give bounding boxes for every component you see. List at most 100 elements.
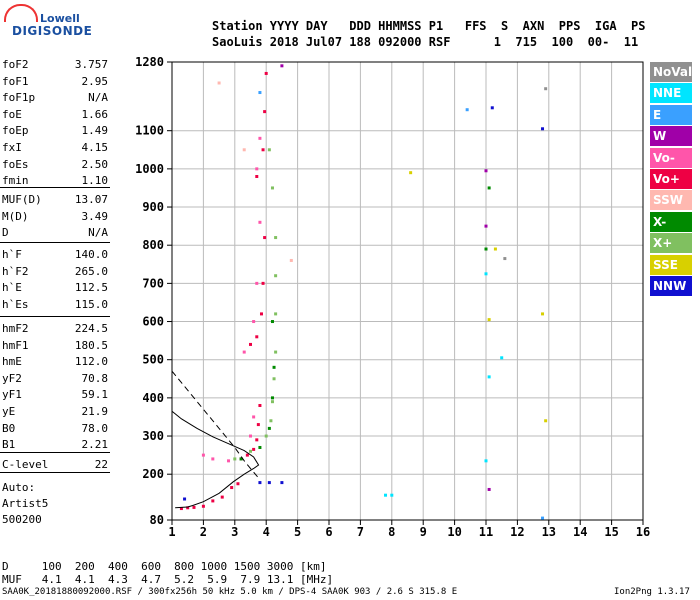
param-label: fxI bbox=[2, 141, 22, 154]
plot-frame bbox=[171, 61, 644, 521]
data-point-vo- bbox=[261, 148, 265, 152]
data-point-vo- bbox=[192, 505, 196, 509]
header-line1: Station YYYY DAY DDD HHMMSS P1 FFS S AXN… bbox=[212, 19, 646, 33]
param-label: yF1 bbox=[2, 388, 22, 402]
data-point-vo- bbox=[256, 423, 260, 427]
data-point-sse bbox=[409, 171, 413, 175]
data-point-w bbox=[280, 64, 284, 68]
legend-item-x-: X+ bbox=[650, 233, 692, 254]
param-row-h-e: h`E 112.5 bbox=[2, 281, 108, 294]
param-value: 22 bbox=[94, 458, 108, 471]
data-point-vo- bbox=[258, 220, 262, 224]
auto-note: Artist5 bbox=[2, 497, 49, 510]
param-row-c-level: C-level 22 bbox=[2, 458, 108, 471]
param-value: 180.5 bbox=[74, 338, 108, 352]
y-tick-label: 300 bbox=[142, 429, 164, 443]
separator-line bbox=[0, 452, 110, 453]
param-row-yf2: yF2 70.8 bbox=[2, 372, 108, 385]
param-label: D bbox=[2, 226, 9, 240]
x-tick-label: 12 bbox=[510, 525, 524, 539]
data-point-nne bbox=[384, 493, 388, 497]
param-row-hmf2: hmF2 224.5 bbox=[2, 322, 108, 335]
data-point-vo- bbox=[255, 167, 259, 171]
y-tick-label: 400 bbox=[142, 391, 164, 405]
legend-item-e: E bbox=[650, 104, 692, 125]
param-label: hmF2 bbox=[2, 322, 29, 335]
data-point-x- bbox=[270, 400, 274, 404]
data-point-sse bbox=[487, 318, 491, 322]
y-tick-label: 1280 bbox=[135, 55, 164, 69]
data-point-nnw bbox=[490, 106, 494, 110]
legend-item-nne: NNE bbox=[650, 83, 692, 104]
data-point-vo- bbox=[261, 281, 265, 285]
x-tick-label: 1 bbox=[168, 525, 175, 539]
auto-note: 500200 bbox=[2, 513, 42, 526]
data-point-x- bbox=[249, 449, 252, 453]
param-row-d: D N/A bbox=[2, 226, 108, 239]
profile-solid-line bbox=[171, 410, 260, 509]
param-value: 1.66 bbox=[81, 107, 109, 121]
data-point-vo- bbox=[201, 453, 205, 457]
param-label: h`Es bbox=[2, 297, 29, 311]
param-row-fof1: foF1 2.95 bbox=[2, 75, 108, 88]
data-point-x- bbox=[269, 419, 273, 423]
param-value: 13.07 bbox=[74, 193, 108, 206]
data-point-x- bbox=[484, 247, 488, 251]
param-value: 140.0 bbox=[74, 248, 108, 261]
y-tick-label: 500 bbox=[142, 353, 164, 367]
x-tick-label: 4 bbox=[263, 525, 270, 539]
param-label: h`F bbox=[2, 248, 22, 261]
data-point-x- bbox=[239, 457, 243, 461]
legend-item-x-: X- bbox=[650, 211, 692, 232]
param-label: yF2 bbox=[2, 371, 22, 385]
muf-row: MUF 4.1 4.1 4.3 4.7 5.2 5.9 7.9 13.1 [MH… bbox=[2, 573, 334, 586]
param-value: 21.9 bbox=[81, 405, 109, 418]
data-point-nnw bbox=[541, 127, 545, 131]
data-point-w bbox=[487, 487, 491, 491]
param-label: hmE bbox=[2, 355, 22, 369]
data-point-vo- bbox=[227, 459, 231, 463]
data-point-e bbox=[541, 516, 545, 520]
data-point-x- bbox=[267, 148, 271, 152]
data-point-x- bbox=[270, 320, 274, 324]
legend-item-nnw: NNW bbox=[650, 276, 692, 296]
data-point-e bbox=[465, 108, 469, 112]
param-row-h-f: h`F 140.0 bbox=[2, 248, 108, 261]
legend-item-vo-: Vo+ bbox=[650, 169, 692, 189]
param-label: yE bbox=[2, 405, 16, 418]
data-point-x- bbox=[272, 377, 276, 381]
param-value: 265.0 bbox=[74, 264, 108, 278]
data-point-nnw bbox=[258, 481, 262, 485]
param-row-b0: B0 78.0 bbox=[2, 422, 108, 435]
data-point-sse bbox=[541, 312, 545, 316]
param-value: 112.5 bbox=[74, 281, 108, 295]
data-point-vo- bbox=[255, 438, 259, 442]
auto-note: Auto: bbox=[2, 481, 36, 494]
data-point-nne bbox=[487, 375, 491, 379]
data-point-x- bbox=[487, 186, 491, 190]
y-tick-label: 700 bbox=[142, 276, 164, 290]
data-point-sse bbox=[544, 419, 548, 423]
legend-item-sse: SSE bbox=[650, 254, 692, 275]
param-value: 59.1 bbox=[81, 388, 109, 402]
data-point-x- bbox=[274, 350, 278, 354]
data-point-e bbox=[258, 91, 262, 95]
param-row-h-f2: h`F2 265.0 bbox=[2, 265, 108, 278]
param-value: 3.49 bbox=[81, 209, 109, 223]
data-point-vo- bbox=[255, 175, 259, 178]
x-tick-label: 11 bbox=[479, 525, 493, 539]
x-tick-label: 9 bbox=[420, 525, 427, 539]
param-row-hme: hmE 112.0 bbox=[2, 355, 108, 368]
param-label: B1 bbox=[2, 438, 16, 452]
data-point-x- bbox=[274, 236, 278, 240]
param-label: h`F2 bbox=[2, 264, 29, 278]
param-value: 3.757 bbox=[74, 58, 108, 71]
y-tick-label: 80 bbox=[150, 513, 164, 527]
param-row-fmin: fmin 1.10 bbox=[2, 174, 108, 187]
data-point-w bbox=[484, 224, 488, 228]
param-label: fmin bbox=[2, 174, 29, 188]
data-point-vo- bbox=[252, 320, 256, 324]
param-label: C-level bbox=[2, 458, 49, 471]
data-point-vo- bbox=[252, 447, 256, 451]
separator-line bbox=[0, 242, 110, 243]
